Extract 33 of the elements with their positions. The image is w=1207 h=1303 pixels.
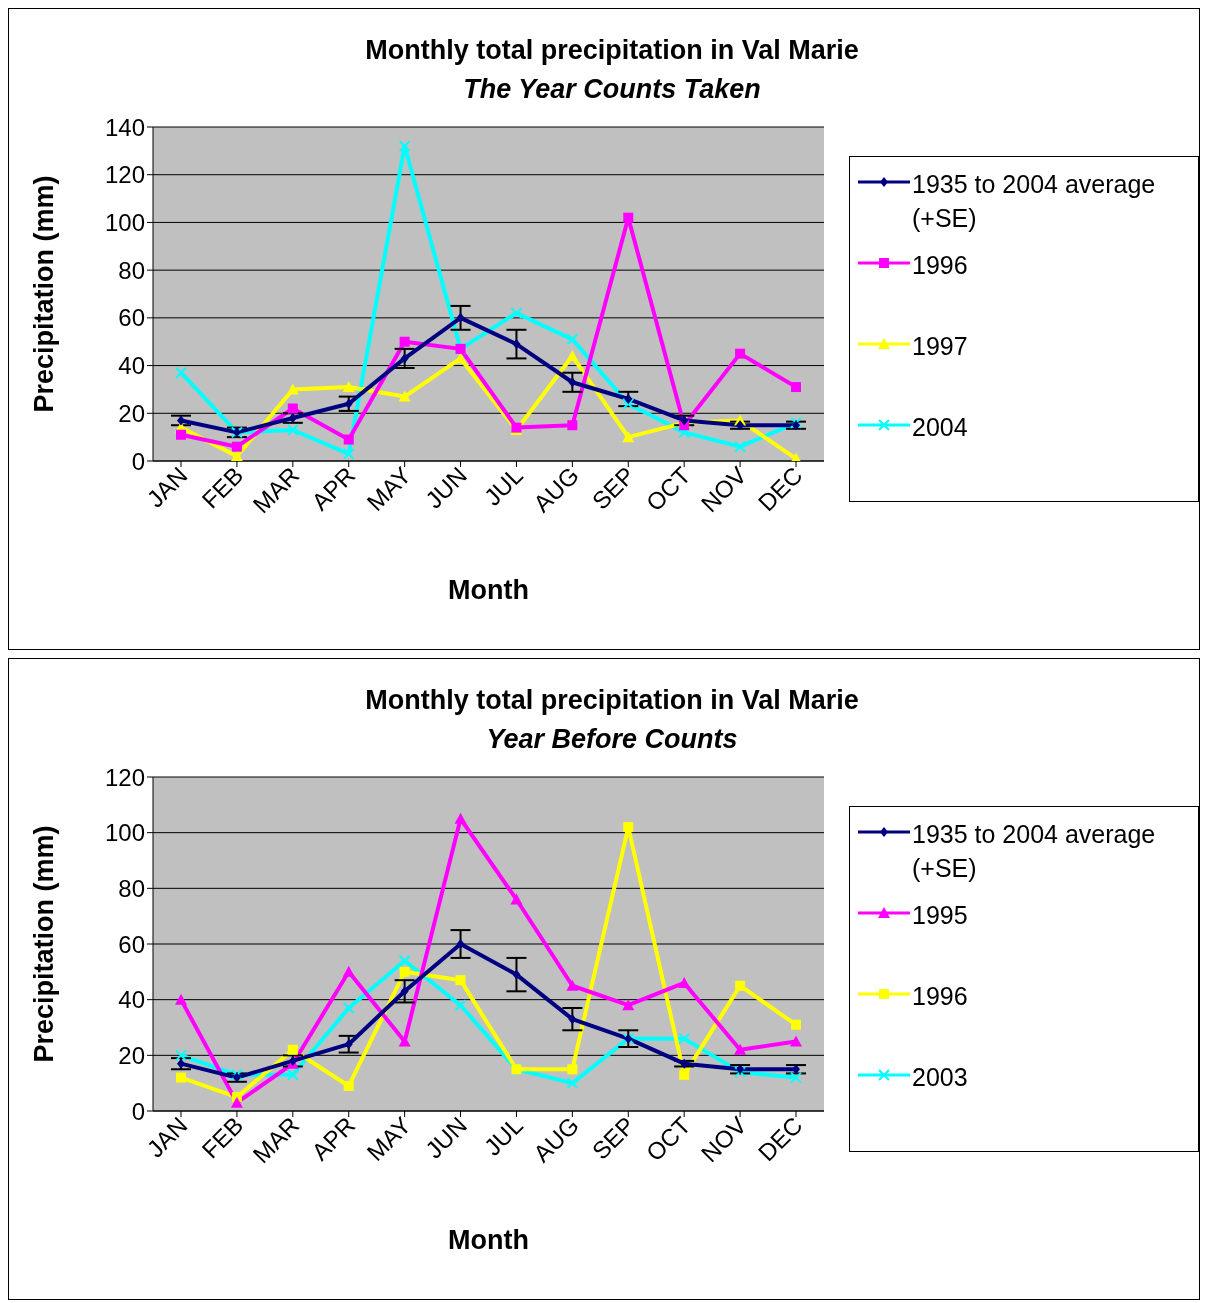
legend-label: 2004 xyxy=(912,412,968,443)
chart-title: Monthly total precipitation in Val Marie xyxy=(365,35,859,65)
x-tick-label: JUL xyxy=(478,461,528,511)
legend-label: 1997 xyxy=(912,331,968,362)
y-tick-label: 40 xyxy=(118,986,145,1014)
y-tick-label: 20 xyxy=(118,399,145,427)
y-axis-title: Precipitation (mm) xyxy=(28,825,59,1063)
y-tick-label: 0 xyxy=(131,447,145,475)
chart-subtitle: Year Before Counts xyxy=(486,724,738,754)
legend-label: 2003 xyxy=(912,1062,968,1093)
y-tick-label: 80 xyxy=(118,256,145,284)
legend-label: 1935 to 2004 average (+SE) xyxy=(912,819,1157,884)
legend-label: 1935 to 2004 average (+SE) xyxy=(912,169,1157,234)
x-axis-title: Month xyxy=(448,1225,529,1255)
x-tick-label: JUL xyxy=(478,1111,528,1161)
chart-title: Monthly total precipitation in Val Marie xyxy=(365,685,859,715)
y-tick-label: 40 xyxy=(118,352,145,380)
y-tick-label: 120 xyxy=(104,763,145,791)
y-tick-label: 20 xyxy=(118,1041,145,1069)
legend-label: 1996 xyxy=(912,981,968,1012)
legend-label: 1996 xyxy=(912,250,968,281)
y-axis-title: Precipitation (mm) xyxy=(28,175,59,413)
y-tick-label: 60 xyxy=(118,304,145,332)
y-tick-label: 0 xyxy=(131,1097,145,1125)
legend-label: 1995 xyxy=(912,900,968,931)
chart-subtitle: The Year Counts Taken xyxy=(463,74,761,104)
y-tick-label: 80 xyxy=(118,874,145,902)
y-tick-label: 60 xyxy=(118,930,145,958)
y-tick-label: 120 xyxy=(104,161,145,189)
x-axis-title: Month xyxy=(448,575,529,605)
y-tick-label: 100 xyxy=(104,208,145,236)
y-tick-label: 140 xyxy=(104,113,145,141)
y-tick-label: 100 xyxy=(104,819,145,847)
